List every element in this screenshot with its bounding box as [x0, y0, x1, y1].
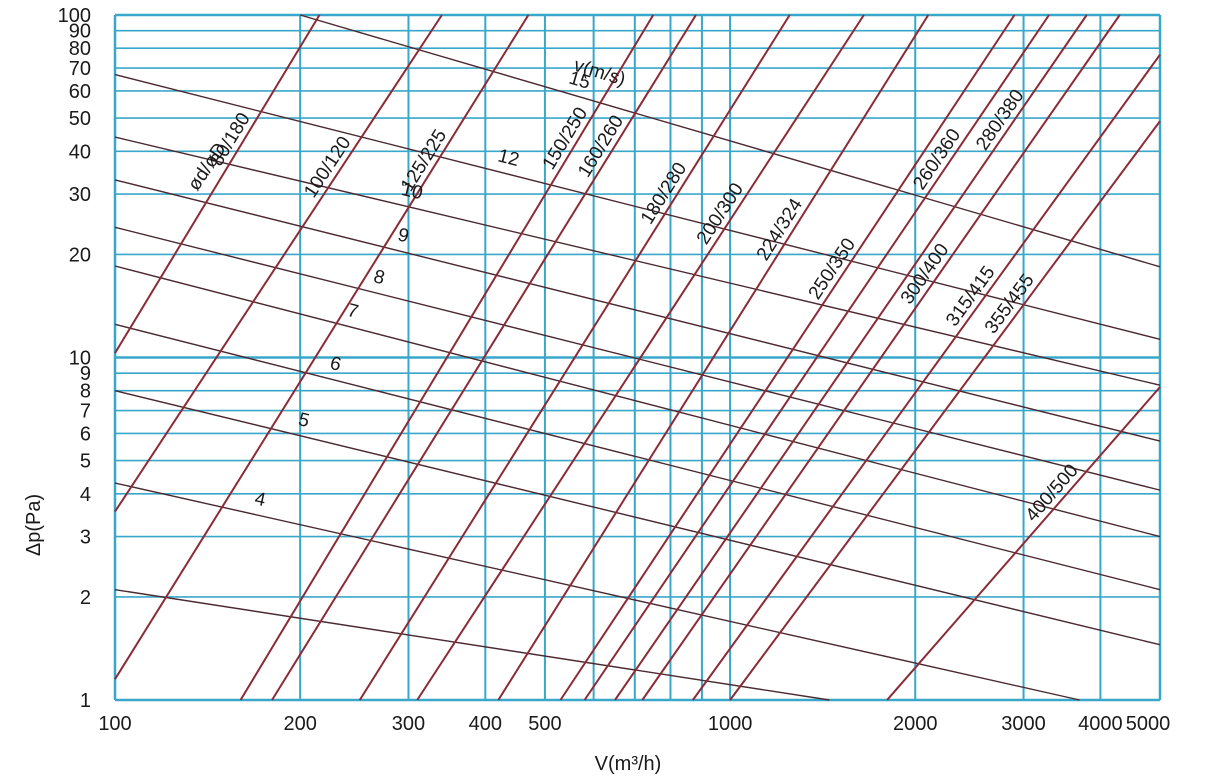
duct-line: [614, 14, 1088, 701]
duct-line: [114, 14, 321, 354]
y-tick-label: 10: [69, 348, 91, 370]
y-tick-label: 80: [69, 38, 91, 60]
y-axis-label: Δp(Pa): [23, 494, 45, 556]
duct-line: [559, 14, 1016, 701]
duct-line: [641, 14, 1121, 701]
velocity-line-label: 6: [328, 353, 343, 376]
duct-line: [114, 14, 530, 680]
duct-line: [583, 14, 1050, 701]
velocity-line: [114, 323, 1161, 591]
duct-line: [239, 14, 655, 701]
y-tick-label: 40: [69, 141, 91, 163]
duct-line: [692, 54, 1161, 701]
y-tick-label: 30: [69, 184, 91, 206]
y-tick-label: 8: [80, 381, 91, 403]
velocity-line: [114, 226, 1161, 491]
duct-line: [358, 14, 791, 701]
tick-labels: 100 200 300 400 500 1000 2000 3000 4000 500012345…: [58, 5, 1171, 735]
duct-line-label: 280/380: [972, 86, 1028, 154]
y-tick-label: 5: [80, 451, 91, 473]
x-tick-label: 300: [392, 713, 425, 735]
y-tick-label: 90: [69, 21, 91, 43]
y-tick-label: 2: [80, 587, 91, 609]
x-tick-label: 5000: [1126, 713, 1171, 735]
velocity-line: [114, 588, 830, 701]
x-tick-label: 4000: [1078, 713, 1123, 735]
x-tick-label: 100: [98, 713, 131, 735]
x-tick-label: 200: [283, 713, 316, 735]
x-axis-label: V(m³/h): [595, 753, 662, 775]
y-tick-label: 100: [58, 5, 91, 27]
duct-line: [416, 14, 865, 701]
velocity-line-label: 8: [371, 266, 386, 289]
velocity-line-label: 7: [345, 300, 361, 323]
velocity-line: [114, 390, 1161, 646]
velocity-line-label: 4: [253, 488, 268, 511]
duct-line: [886, 386, 1161, 701]
velocity-line-label: 10: [399, 179, 424, 204]
duct-line: [114, 14, 443, 513]
y-tick-label: 9: [80, 363, 91, 385]
x-tick-label: 2000: [893, 713, 938, 735]
grid: [113, 13, 1162, 702]
velocity-line-label: 5: [296, 409, 311, 432]
velocity-line: [114, 179, 1161, 442]
velocity-line: [114, 265, 1161, 538]
y-tick-label: 50: [69, 108, 91, 130]
duct-line: [497, 14, 930, 701]
velocity-line-label: 9: [395, 224, 410, 247]
x-tick-label: 3000: [1001, 713, 1046, 735]
x-tick-label: 500: [528, 713, 561, 735]
x-tick-label: 400: [469, 713, 502, 735]
y-tick-label: 60: [69, 81, 91, 103]
velocity-line: [114, 136, 1161, 386]
y-tick-label: 7: [80, 401, 91, 423]
y-tick-label: 70: [69, 58, 91, 80]
y-tick-label: 4: [80, 484, 91, 506]
y-tick-label: 1: [80, 690, 91, 712]
duct-line: [729, 120, 1161, 701]
duct-line: [271, 14, 697, 701]
velocity-line: [299, 14, 1161, 268]
x-tick-label: 1000: [708, 713, 753, 735]
y-tick-label: 3: [80, 527, 91, 549]
y-tick-label: 6: [80, 423, 91, 445]
y-tick-label: 20: [69, 244, 91, 266]
duct-lines: [114, 14, 1161, 701]
velocity-line-label: 12: [496, 145, 522, 171]
duct-line-label: 100/120: [300, 133, 355, 202]
duct-line-label: 250/350: [805, 235, 860, 304]
